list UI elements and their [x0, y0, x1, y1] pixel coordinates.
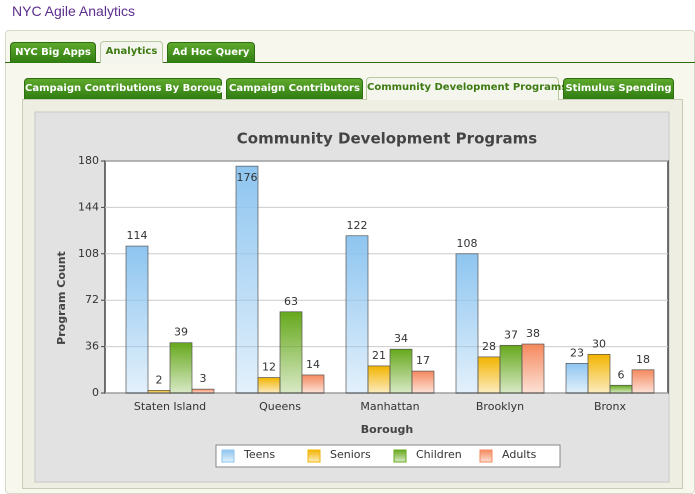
value-label: 38	[526, 327, 540, 340]
value-label: 28	[482, 340, 496, 353]
x-tick-label: Bronx	[594, 400, 627, 413]
legend-swatch	[221, 449, 235, 463]
value-label: 23	[570, 346, 584, 359]
bar	[565, 363, 589, 394]
bar	[257, 377, 281, 394]
y-tick-label: 36	[85, 340, 99, 353]
bar	[631, 369, 655, 394]
legend-label: Adults	[502, 448, 537, 461]
sub-tab[interactable]: Campaign Contributors	[226, 78, 363, 99]
value-label: 21	[372, 349, 386, 362]
bar	[477, 356, 501, 394]
app-title: NYC Agile Analytics	[12, 3, 135, 19]
sub-tab[interactable]: Community Development Programs	[366, 77, 567, 100]
legend-swatch	[307, 449, 321, 463]
value-label: 14	[306, 358, 320, 371]
value-label: 17	[416, 354, 430, 367]
value-label: 63	[284, 295, 298, 308]
value-label: 176	[237, 171, 258, 184]
legend-swatch	[479, 449, 493, 463]
bar	[499, 344, 523, 394]
bar	[367, 365, 391, 394]
y-tick-label: 144	[78, 200, 99, 213]
value-label: 37	[504, 328, 518, 341]
x-tick-label: Manhattan	[360, 400, 419, 413]
plot-area	[104, 160, 669, 394]
y-tick-label: 180	[78, 154, 99, 167]
bar	[455, 253, 479, 394]
bar	[521, 343, 545, 394]
value-label: 114	[127, 229, 148, 242]
value-label: 39	[174, 326, 188, 339]
main-tab[interactable]: NYC Big Apps	[10, 42, 96, 63]
bar	[389, 348, 413, 394]
x-tick-label: Queens	[259, 400, 301, 413]
bar	[191, 388, 215, 394]
legend-label: Seniors	[330, 448, 371, 461]
bar	[301, 374, 325, 394]
value-label: 2	[156, 373, 163, 386]
x-tick-label: Brooklyn	[476, 400, 524, 413]
main-tab[interactable]: Analytics	[100, 41, 163, 63]
value-label: 34	[394, 332, 408, 345]
main-tab[interactable]: Ad Hoc Query	[167, 42, 255, 63]
legend-box	[215, 444, 561, 468]
sub-tab[interactable]: Campaign Contributions By Borough	[24, 78, 230, 99]
y-tick-label: 72	[85, 293, 99, 306]
value-label: 122	[347, 219, 368, 232]
sub-tab[interactable]: Stimulus Spending	[563, 78, 674, 99]
bar	[279, 311, 303, 394]
value-label: 18	[636, 353, 650, 366]
value-label: 6	[618, 368, 625, 381]
y-axis-label: Program Count	[55, 251, 68, 345]
bar	[345, 235, 369, 394]
bar	[235, 165, 259, 394]
value-label: 12	[262, 361, 276, 374]
legend-swatch	[393, 449, 407, 463]
bar	[169, 342, 193, 394]
value-label: 108	[457, 237, 478, 250]
tab-line	[5, 62, 695, 63]
chart-title: Community Development Programs	[237, 130, 537, 148]
x-tick-label: Staten Island	[134, 400, 206, 413]
x-axis-label: Borough	[361, 423, 413, 436]
bar	[411, 370, 435, 394]
bar	[125, 245, 149, 394]
y-tick-label: 108	[78, 247, 99, 260]
bar	[147, 390, 171, 394]
bar	[587, 353, 611, 394]
legend-label: Teens	[243, 448, 275, 461]
legend-label: Children	[416, 448, 462, 461]
value-label: 30	[592, 337, 606, 350]
y-tick-label: 0	[92, 386, 99, 399]
bar	[609, 384, 633, 394]
value-label: 3	[200, 372, 207, 385]
